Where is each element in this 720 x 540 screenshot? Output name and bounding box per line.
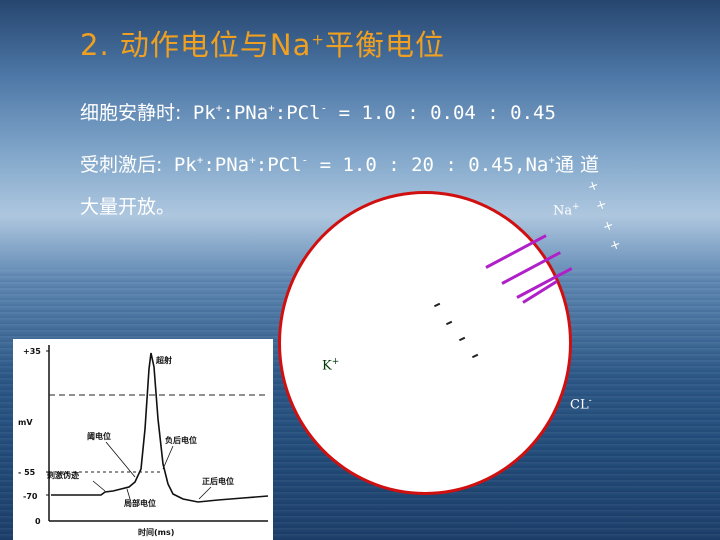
stim-permeability-line: 受刺激后: Pk+:PNa+:PCl- = 1.0 : 20 : 0.45,Na… [80, 153, 600, 176]
plus-charge: + [593, 196, 610, 215]
neg-after-annotation: 负后电位 [165, 435, 197, 445]
channel-open-line: 大量开放。 [80, 196, 176, 218]
y-tick-label: 0 [35, 517, 41, 526]
slide-title: 2. 动作电位与Na+平衡电位 [80, 28, 445, 62]
y-tick-label: +35 [23, 347, 41, 356]
cell-diagram [278, 191, 572, 495]
stim-artifact-annotation: 刺激伪迹 [46, 470, 79, 480]
action-potential-graph: +35 mV - 55 -70 0 超射 阈电位 负后电位 刺激伪迹 正后电位 … [13, 339, 273, 540]
local-potential-annotation: 局部电位 [123, 498, 156, 508]
plus-charge: + [607, 236, 624, 255]
x-axis-label: 时间(ms) [138, 527, 174, 537]
overshoot-annotation: 超射 [155, 355, 172, 365]
rest-permeability-line: 细胞安静时: Pk+:PNa+:PCl- = 1.0 : 0.04 : 0.45 [80, 101, 556, 124]
plus-charge: + [600, 217, 617, 236]
y-tick-label: -70 [23, 492, 38, 501]
threshold-annotation: 阈电位 [87, 431, 111, 441]
y-tick-label: - 55 [18, 468, 36, 477]
y-axis-unit: mV [18, 418, 33, 427]
plus-charge: + [585, 177, 602, 196]
cl-ion-label: CL- [570, 396, 592, 413]
pos-after-annotation: 正后电位 [202, 476, 234, 486]
k-ion-label: K+ [322, 357, 340, 374]
na-ion-label: Na+ [553, 202, 580, 219]
